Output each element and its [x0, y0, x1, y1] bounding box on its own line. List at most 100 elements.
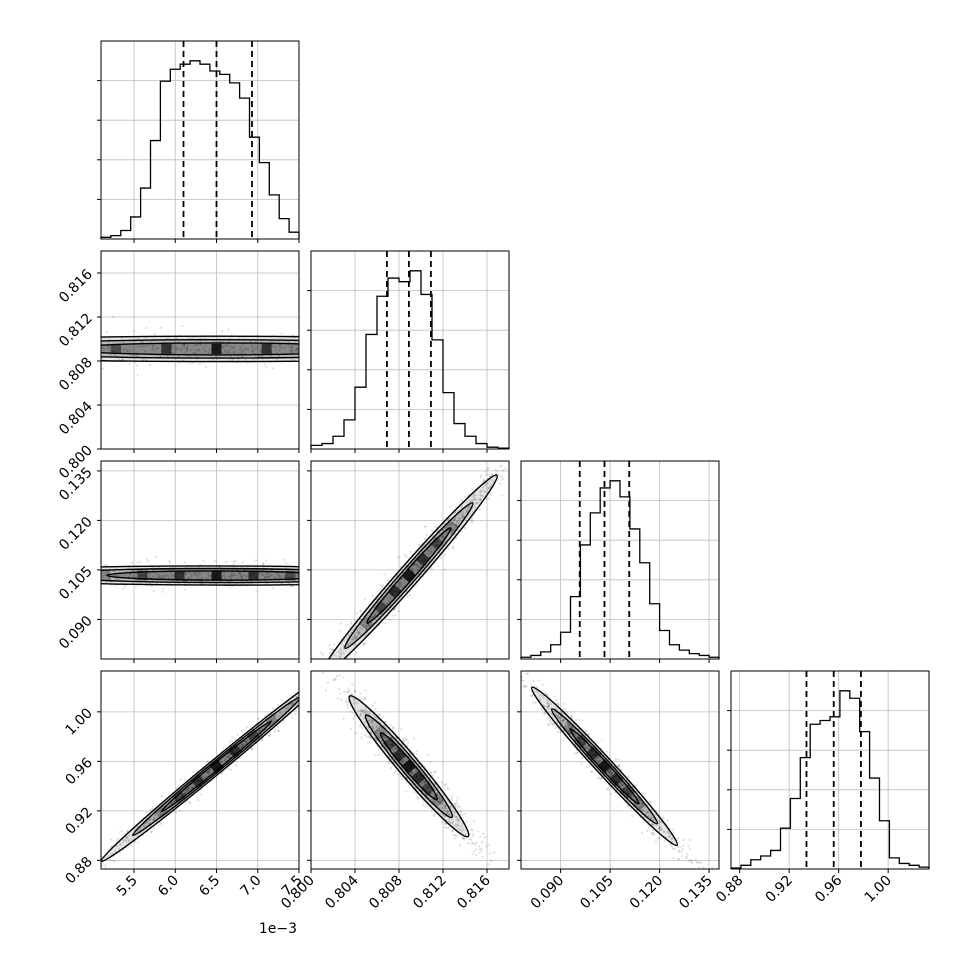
- sample-point: [344, 578, 346, 580]
- sample-point: [337, 651, 340, 654]
- sample-point: [91, 354, 93, 356]
- sample-point: [378, 572, 380, 574]
- sample-point: [389, 566, 391, 568]
- sample-point: [226, 351, 229, 354]
- sample-point: [3, 343, 5, 345]
- sample-point: [663, 839, 666, 842]
- sample-point: [348, 690, 351, 693]
- sample-point: [388, 358, 390, 360]
- sample-point: [45, 340, 47, 342]
- sample-point: [488, 843, 491, 846]
- sample-point: [165, 574, 168, 577]
- sample-point: [147, 822, 151, 826]
- sample-point: [180, 348, 183, 351]
- sample-point: [237, 359, 240, 362]
- sample-point: [172, 574, 175, 577]
- sample-point: [156, 575, 159, 578]
- sample-point: [348, 348, 350, 350]
- sample-point: [446, 810, 449, 813]
- sample-point: [436, 539, 439, 543]
- sample-point: [563, 343, 565, 345]
- sample-point: [359, 714, 362, 717]
- sample-point: [102, 348, 105, 352]
- sample-point: [367, 643, 369, 645]
- sample-point: [534, 351, 536, 353]
- sample-point: [159, 326, 162, 330]
- sample-point: [474, 338, 476, 340]
- sample-point: [66, 564, 68, 566]
- sample-point: [381, 339, 383, 341]
- sample-point: [250, 344, 254, 347]
- sample-point: [273, 730, 276, 733]
- sample-point: [277, 703, 280, 707]
- contour-level-3: [379, 732, 439, 801]
- sample-point: [362, 572, 364, 574]
- sample-point: [404, 354, 406, 356]
- sample-point: [439, 812, 442, 815]
- sample-point: [430, 567, 433, 571]
- sample-point: [332, 654, 335, 657]
- sample-point: [338, 692, 341, 695]
- y-tick-label: 0.090: [56, 613, 96, 653]
- sample-point: [189, 801, 192, 804]
- sample-point: [404, 346, 406, 348]
- sample-point: [440, 781, 443, 784]
- sample-point: [621, 345, 623, 347]
- sample-point: [433, 782, 436, 785]
- sample-point: [318, 572, 320, 574]
- sample-point: [470, 359, 472, 361]
- sample-point: [160, 795, 163, 798]
- sample-point: [201, 576, 204, 579]
- sample-point: [127, 567, 130, 570]
- sample-point: [30, 321, 32, 323]
- sample-point: [280, 346, 283, 349]
- sample-point: [645, 335, 647, 337]
- sample-point: [98, 352, 100, 354]
- sample-point: [321, 678, 323, 680]
- sample-point: [318, 684, 320, 686]
- sample-point: [207, 351, 210, 354]
- sample-point: [98, 354, 100, 356]
- sample-point: [110, 344, 113, 348]
- sample-point: [470, 360, 472, 362]
- sample-point: [153, 333, 156, 336]
- sample-point: [313, 668, 315, 670]
- sample-point: [153, 818, 156, 821]
- sample-point: [477, 830, 480, 833]
- sample-point: [394, 747, 397, 751]
- sample-point: [454, 805, 457, 808]
- sample-point: [418, 566, 421, 570]
- sample-point: [323, 350, 325, 352]
- sample-point: [367, 642, 369, 644]
- sample-point: [433, 800, 436, 803]
- sample-point: [67, 570, 69, 572]
- sample-point: [262, 573, 265, 576]
- sample-point: [548, 410, 550, 412]
- sample-point: [35, 566, 37, 568]
- sample-point: [236, 733, 239, 736]
- sample-point: [422, 343, 424, 345]
- sample-point: [111, 852, 114, 855]
- sample-point: [420, 782, 424, 785]
- sample-point: [337, 581, 339, 583]
- sample-point: [193, 572, 197, 575]
- density-cell: [285, 570, 296, 581]
- sample-point: [339, 578, 341, 580]
- sample-point: [152, 818, 155, 821]
- sample-point: [448, 352, 450, 354]
- sample-point: [184, 351, 187, 354]
- axes-frame: [100, 670, 300, 870]
- sample-point: [138, 574, 142, 577]
- sample-point: [190, 574, 193, 577]
- sample-point: [361, 337, 363, 339]
- sample-point: [245, 574, 248, 578]
- sample-point: [225, 351, 228, 354]
- sample-point: [443, 783, 446, 786]
- sample-point: [189, 348, 192, 352]
- sample-point: [207, 572, 210, 575]
- histogram-panel-1: [307, 250, 510, 453]
- sample-point: [43, 359, 45, 361]
- sample-point: [453, 518, 456, 522]
- sample-point: [418, 336, 420, 338]
- sample-point: [533, 441, 535, 443]
